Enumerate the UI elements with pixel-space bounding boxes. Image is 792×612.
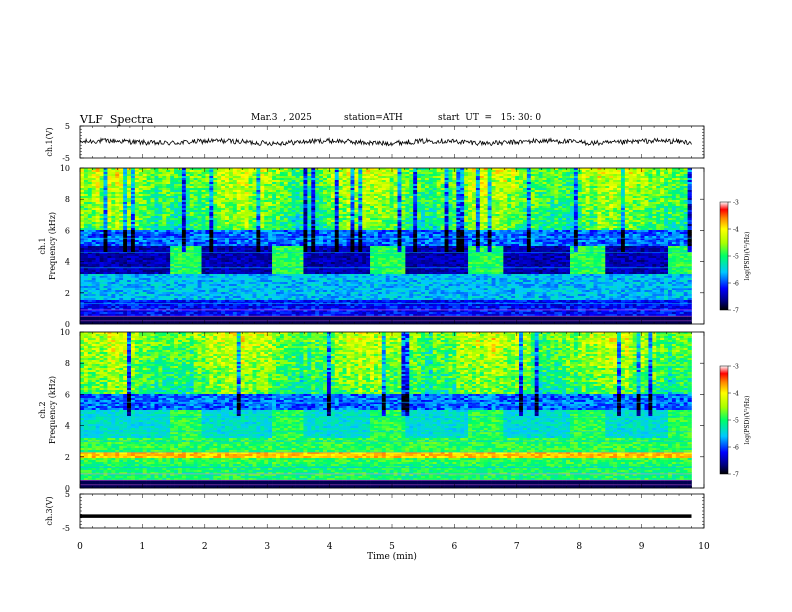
y-tick-label: 8 [65, 359, 70, 368]
colorbar-tick-label: -4 [733, 391, 739, 398]
x-tick-label: 6 [452, 542, 458, 552]
x-tick-label: 0 [77, 542, 83, 552]
spectrogram-ch.1 [80, 168, 692, 325]
header-start-time: start UT = 15: 30: 0 [438, 113, 541, 123]
panel-label: ch.2 [38, 401, 47, 418]
y-tick-label: 0 [65, 320, 70, 329]
y-tick-label: 10 [60, 328, 70, 337]
header-station: station=ATH [344, 113, 403, 123]
colorbar-tick-label: -6 [733, 281, 739, 288]
y-axis-label: ch.3(V) [45, 496, 54, 525]
x-tick-label: 8 [576, 542, 582, 552]
y-tick-label: 6 [65, 226, 70, 235]
y-tick-label: 4 [65, 422, 70, 431]
x-axis-label: Time (min) [367, 551, 417, 562]
y-tick-label: 0 [65, 484, 70, 493]
colorbar-tick-label: -5 [733, 418, 739, 425]
colorbar-label: log(PSD)(V²/Hz) [744, 232, 751, 281]
y-axis-label: Frequency (kHz) [48, 212, 57, 280]
series-line-1 [79, 136, 692, 147]
x-tick-label: 3 [264, 542, 270, 552]
x-tick-label: 1 [140, 542, 146, 552]
colorbar-tick-label: -6 [733, 445, 739, 452]
colorbar-tick-label: -7 [733, 308, 739, 315]
x-tick-label: 4 [327, 542, 333, 552]
colorbar-tick-label: -5 [733, 254, 739, 261]
y-axis-label: ch.1(V) [45, 127, 54, 156]
chart-title: VLF Spectra [80, 113, 153, 126]
x-tick-label: 9 [639, 542, 645, 552]
y-tick-label: -5 [62, 524, 70, 533]
y-tick-label: 2 [65, 289, 70, 298]
x-tick-label: 5 [389, 542, 395, 552]
x-tick-label: 2 [202, 542, 208, 552]
panel-frame-4 [79, 493, 705, 529]
colorbar-tick-label: -4 [733, 227, 739, 234]
colorbar-label: log(PSD)(V²/Hz) [744, 396, 751, 445]
y-tick-label: 8 [65, 195, 70, 204]
colorbar-tick-label: -3 [733, 200, 739, 207]
colorbar-ch.2 [719, 365, 729, 475]
y-tick-label: 5 [65, 122, 70, 131]
y-tick-label: -5 [62, 154, 70, 163]
y-tick-label: 5 [65, 490, 70, 499]
y-tick-label: 6 [65, 390, 70, 399]
y-tick-label: 2 [65, 453, 70, 462]
colorbar-tick-label: -3 [733, 364, 739, 371]
colorbar-tick-label: -7 [733, 472, 739, 479]
spectrogram-ch.2 [80, 332, 692, 489]
y-tick-label: 4 [65, 258, 70, 267]
panel-label: ch.1 [38, 237, 47, 254]
colorbar-ch.1 [719, 201, 729, 311]
y-tick-label: 10 [60, 164, 70, 173]
header-date: Mar.3 , 2025 [251, 113, 312, 123]
y-axis-label: Frequency (kHz) [48, 376, 57, 444]
x-tick-label: 10 [698, 542, 710, 552]
x-tick-label: 7 [514, 542, 520, 552]
